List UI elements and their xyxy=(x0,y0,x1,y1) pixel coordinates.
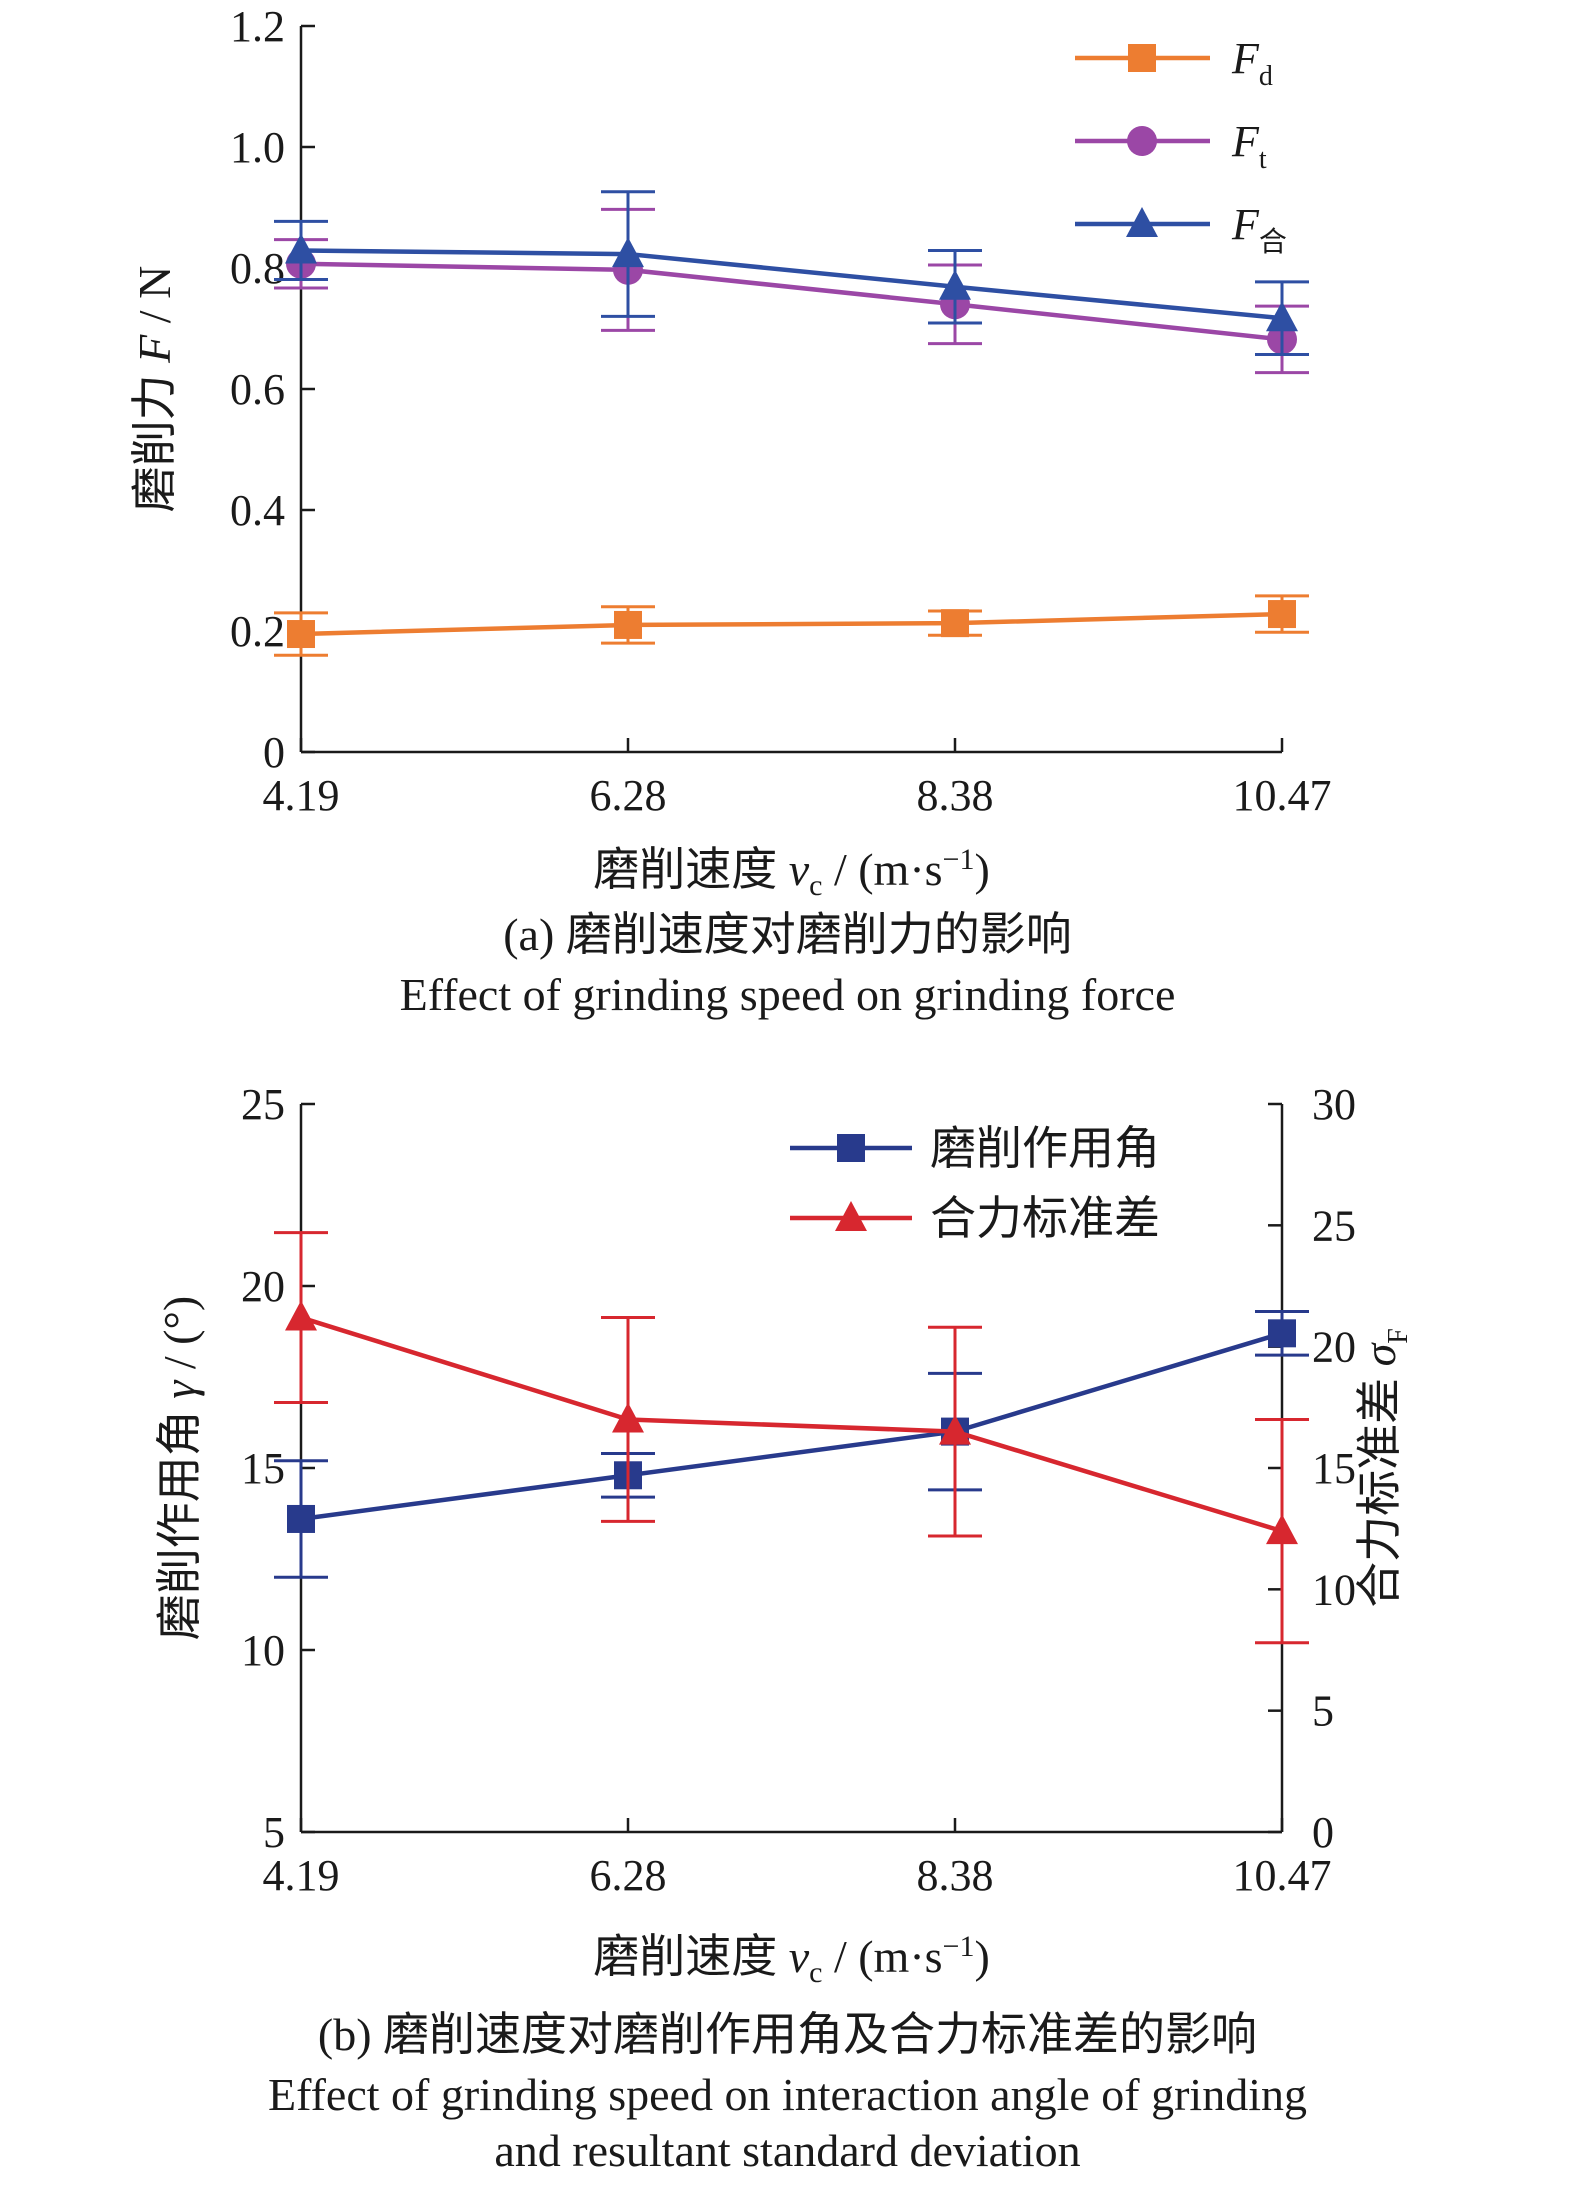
chart-a-y-label-main: 磨削力 xyxy=(129,363,180,513)
chart-a-y-tick-label: 0.4 xyxy=(230,486,285,535)
chart-b-x-label-main: 磨削速度 xyxy=(593,1931,789,1982)
chart-b-y-tick-label-left: 25 xyxy=(241,1080,285,1129)
chart-a-series-2-marker xyxy=(1266,301,1298,332)
chart-a-legend-2-label-main: F xyxy=(1231,200,1260,249)
chart-b-y-tick-label-right: 30 xyxy=(1312,1080,1356,1129)
chart-a-y-label-unit: / N xyxy=(129,266,180,335)
chart-a-x-tick-label: 4.19 xyxy=(263,771,340,820)
chart-b-caption-en-line1: Effect of grinding speed on interaction … xyxy=(268,2069,1307,2120)
chart-a-series-2-marker xyxy=(939,269,971,300)
chart-a-x-label-close: ) xyxy=(974,844,989,895)
chart-a-x-label-main: 磨削速度 xyxy=(593,844,789,895)
chart-a-legend-0-label: Fd xyxy=(1231,34,1273,92)
chart-b-y-tick-label-right: 5 xyxy=(1312,1687,1334,1736)
chart-b-y-tick-label-left: 10 xyxy=(241,1626,285,1675)
chart-a-series-0-marker xyxy=(287,620,315,649)
chart-b-series-0-marker xyxy=(1268,1319,1296,1348)
chart-a-caption-en: Effect of grinding speed on grinding for… xyxy=(399,969,1176,1020)
chart-a-legend-2-marker xyxy=(1126,207,1158,237)
chart-b-x-tick-label: 8.38 xyxy=(917,1851,994,1900)
chart-a-x-label-sup: −1 xyxy=(943,843,975,876)
chart-b-y-label-right-main: 合力标准差 xyxy=(1354,1366,1405,1608)
chart-b-x-label-unit: / (m·s xyxy=(822,1931,942,1982)
chart-b-series-1-line xyxy=(300,1315,1283,1534)
chart-b-caption-en-line2: and resultant standard deviation xyxy=(494,2125,1081,2176)
chart-a-series-0-line xyxy=(300,611,1283,637)
chart-b-x-label-close: ) xyxy=(974,1931,989,1982)
chart-b-series-1-marker xyxy=(939,1414,971,1445)
chart-b-x-label-var: v xyxy=(789,1931,810,1982)
chart-a-legend-1-label: Ft xyxy=(1231,117,1267,175)
chart-a-caption-cn: (a) 磨削速度对磨削力的影响 xyxy=(503,909,1072,960)
chart-a-y-tick-label: 0 xyxy=(263,728,285,777)
chart-a-x-label-sub: c xyxy=(809,869,822,902)
chart-b-legend-1-marker xyxy=(835,1201,867,1231)
chart-b-y-tick-label-right: 10 xyxy=(1312,1565,1356,1614)
chart-b-x-label-sub: c xyxy=(809,1956,822,1989)
chart-b-y-tick-label-right: 15 xyxy=(1312,1444,1356,1493)
chart-b-series-1-marker xyxy=(1266,1514,1298,1545)
chart-b-caption-cn: (b) 磨削速度对磨削作用角及合力标准差的影响 xyxy=(317,2009,1258,2060)
chart-b-legend-0-marker xyxy=(837,1134,865,1162)
chart-a-legend-2-label-sub: 合 xyxy=(1259,226,1287,258)
chart-b-y-label-right-sub: F xyxy=(1383,1328,1414,1344)
chart-b-y-tick-label-right: 0 xyxy=(1312,1808,1334,1857)
chart-a-y-tick-label: 0.6 xyxy=(230,365,285,414)
chart-a-y-tick-label: 1.2 xyxy=(230,2,285,51)
chart-a-series-2-marker xyxy=(285,233,317,264)
chart-a-x-tick-label: 6.28 xyxy=(590,771,667,820)
chart-a-y-label: 磨削力 F / N xyxy=(129,266,180,513)
chart-b-x-label-sup: −1 xyxy=(943,1930,975,1963)
chart-a-legend-0-label-sub: d xyxy=(1259,61,1273,92)
chart-a-legend-0-marker xyxy=(1128,44,1156,72)
chart-a-legend-1-label-sub: t xyxy=(1259,144,1267,175)
chart-a-x-label: 磨削速度 vc / (m·s−1) xyxy=(593,843,990,902)
chart-a-y-tick-label: 0.8 xyxy=(230,244,285,293)
chart-b-y-label-left-var: γ xyxy=(154,1379,205,1399)
chart-b-series-0-marker xyxy=(287,1504,315,1533)
chart-b-series-1-marker xyxy=(612,1402,644,1433)
chart-b-y-tick-label-left: 20 xyxy=(241,1262,285,1311)
chart-b-y-label-left: 磨削作用角 γ / (°) xyxy=(154,1296,205,1640)
chart-a-x-tick-label: 8.38 xyxy=(917,771,994,820)
chart-a-y-label-var: F xyxy=(129,334,180,364)
chart-b-x-tick-label: 10.47 xyxy=(1233,1851,1332,1900)
chart-b-x-tick-label: 6.28 xyxy=(590,1851,667,1900)
chart-b-y-tick-label-left: 15 xyxy=(241,1444,285,1493)
chart-b-x-label: 磨削速度 vc / (m·s−1) xyxy=(593,1930,990,1989)
chart-a-legend-1-marker xyxy=(1127,126,1157,156)
chart-a-series-0-marker xyxy=(1268,600,1296,629)
chart-b-y-tick-label-left: 5 xyxy=(263,1808,285,1857)
chart-a-x-tick-label: 10.47 xyxy=(1233,771,1332,820)
chart-a-y-tick-label: 1.0 xyxy=(230,123,285,172)
chart-b-y-label-right-var: σ xyxy=(1354,1341,1405,1366)
chart-b-legend-1-label: 合力标准差 xyxy=(930,1193,1160,1244)
chart-a-series-2-marker xyxy=(612,237,644,268)
chart-a-legend-2-label: F合 xyxy=(1231,200,1287,258)
chart-a-series-2-line xyxy=(300,248,1283,321)
chart-b-y-label-left-main: 磨削作用角 xyxy=(154,1399,205,1641)
chart-a-series-1-line xyxy=(300,261,1283,342)
chart-a-legend-0-label-main: F xyxy=(1231,34,1260,83)
chart-b-series-0-line xyxy=(300,1331,1283,1522)
chart-a-y-tick-label: 0.2 xyxy=(230,607,285,656)
chart-a-x-label-unit: / (m·s xyxy=(822,844,942,895)
chart-a-series-0-marker xyxy=(941,609,969,638)
chart-b-x-tick-label: 4.19 xyxy=(263,1851,340,1900)
chart-b-y-label-left-unit: / (°) xyxy=(154,1296,205,1381)
chart-b-legend-0-label: 磨削作用角 xyxy=(930,1123,1160,1174)
chart-a-series-0-marker xyxy=(614,610,642,639)
chart-b-y-label-right: 合力标准差 σF xyxy=(1354,1328,1414,1608)
chart-a-legend-1-label-main: F xyxy=(1231,117,1260,166)
chart-b-y-tick-label-right: 25 xyxy=(1312,1201,1356,1250)
chart-b-y-tick-label-right: 20 xyxy=(1312,1323,1356,1372)
chart-a-x-label-var: v xyxy=(789,844,810,895)
chart-b-series-1-marker xyxy=(285,1300,317,1331)
